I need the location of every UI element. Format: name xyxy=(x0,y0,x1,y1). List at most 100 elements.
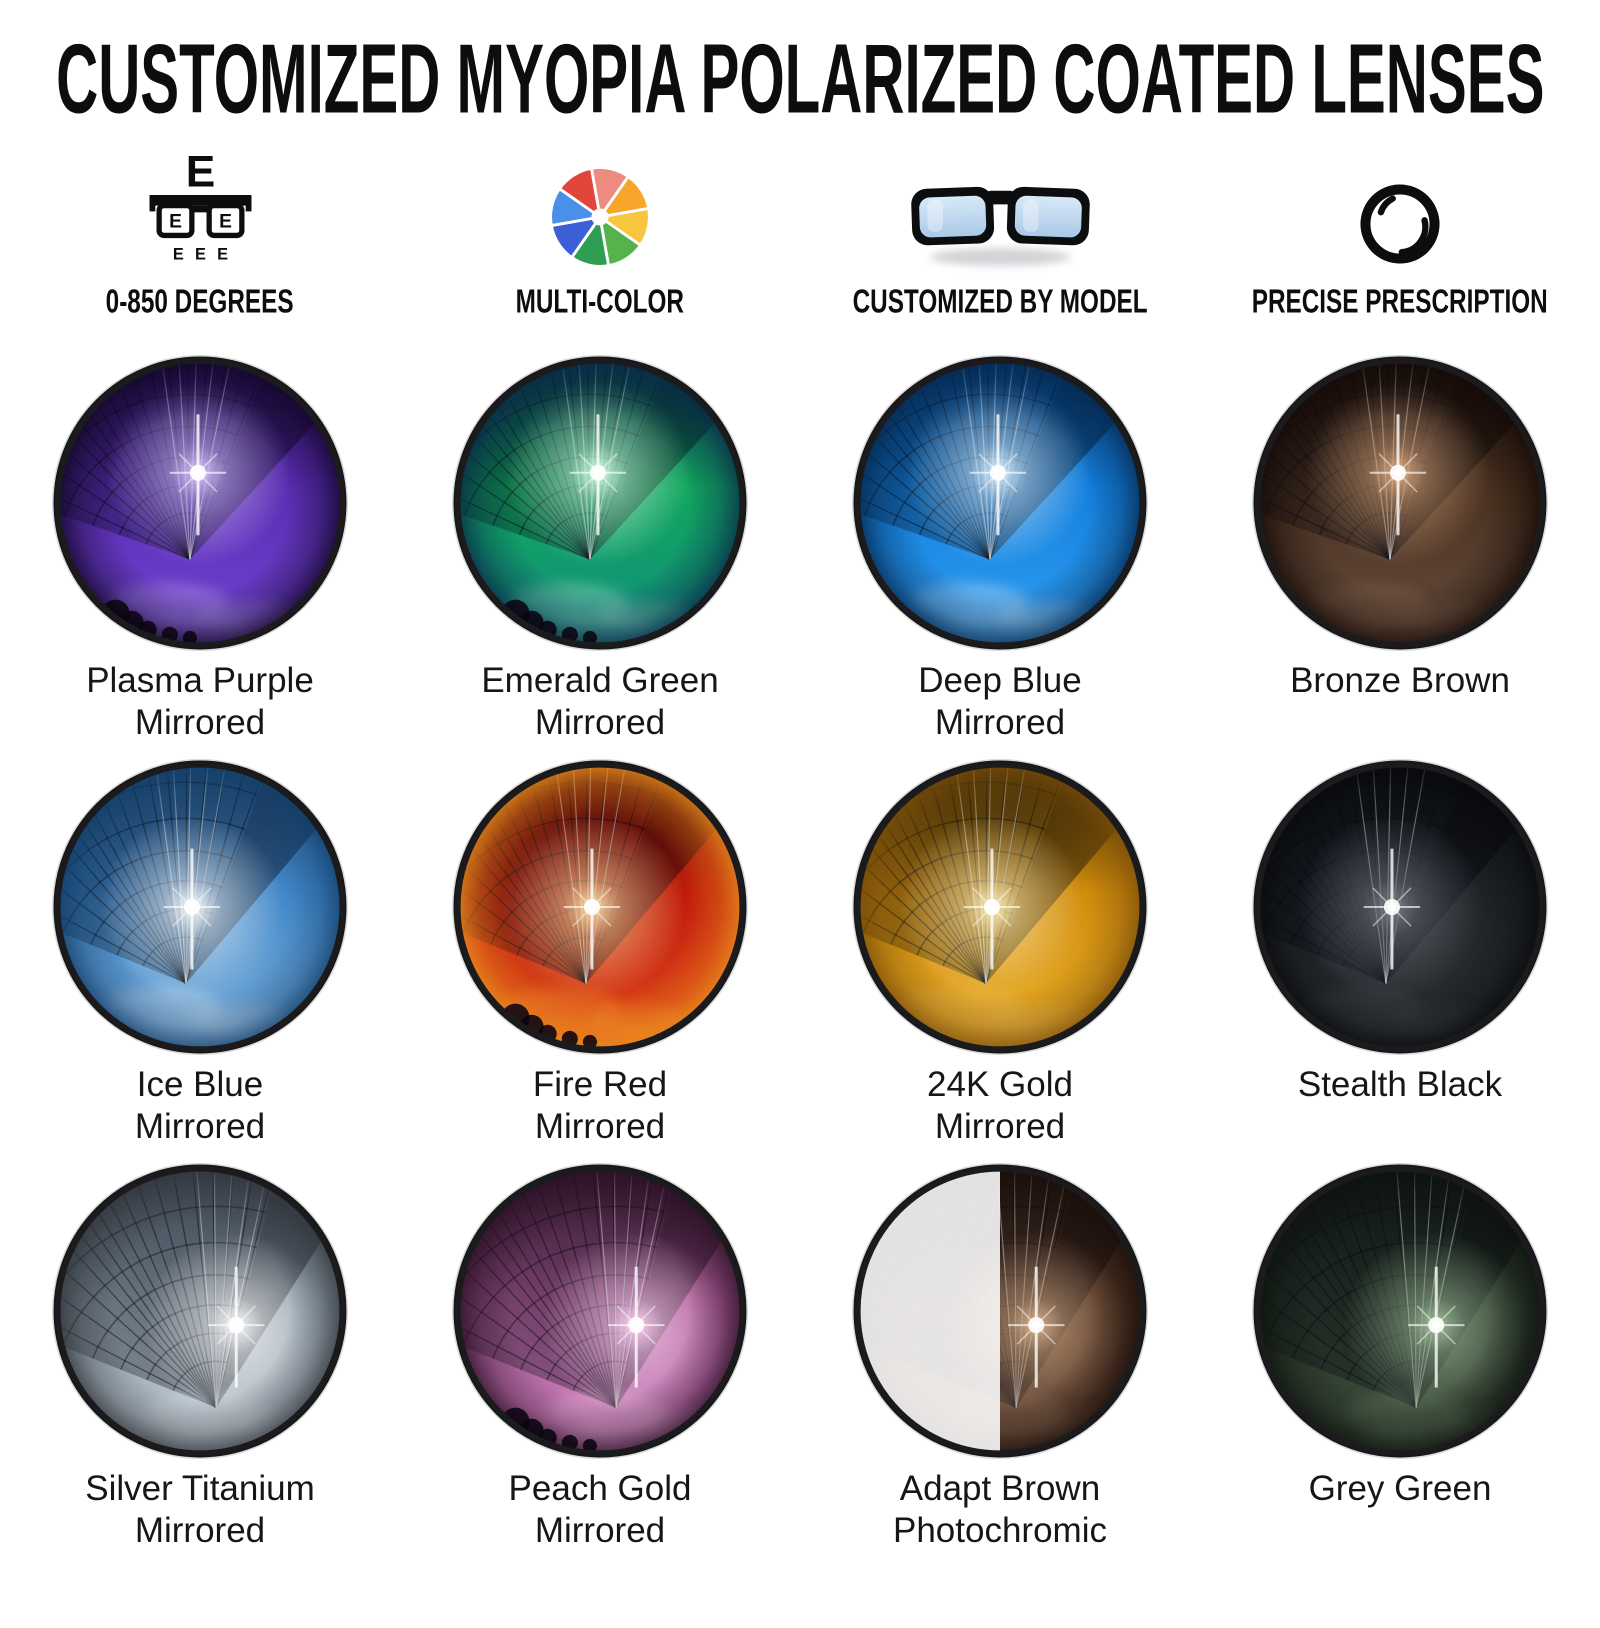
lens-image-ice-blue-mirrored xyxy=(49,756,351,1058)
lens-name-line: Deep Blue xyxy=(918,661,1082,700)
sunglasses-icon xyxy=(910,186,1090,266)
lens-cell-plasma-purple-mirrored: Plasma Purple Mirrored xyxy=(0,352,400,756)
lens-image-deep-blue-mirrored xyxy=(849,352,1151,654)
lens-name-line: Mirrored xyxy=(534,1107,666,1146)
lens-name-line: 24K Gold xyxy=(927,1065,1073,1104)
lens-name-line: Plasma Purple xyxy=(86,661,314,700)
lens-photo xyxy=(452,355,748,651)
lens-cell-stealth-black: Stealth Black xyxy=(1200,756,1600,1160)
lens-name-line: Photochromic xyxy=(893,1511,1107,1550)
lens-name: Fire Red Mirrored xyxy=(533,1064,667,1148)
lens-name: Deep Blue Mirrored xyxy=(918,660,1081,744)
svg-text:E: E xyxy=(195,245,206,263)
page-title: CUSTOMIZED MYOPIA POLARIZED COATED LENSE… xyxy=(0,28,1600,130)
feature-customized-by-model: CUSTOMIZED BY MODEL xyxy=(800,140,1200,324)
lens-photo xyxy=(1252,1163,1548,1459)
feature-0-850-degrees: E E E E E E 0-850 DEGREES xyxy=(0,140,400,324)
page-title-text: CUSTOMIZED MYOPIA POLARIZED COATED LENSE… xyxy=(55,23,1545,134)
lens-name: 24K Gold Mirrored xyxy=(927,1064,1073,1148)
lens-photo xyxy=(852,759,1148,1055)
lens-cell-silver-titanium-mirrored: Silver Titanium Mirrored xyxy=(0,1160,400,1564)
lens-name-line: Mirrored xyxy=(134,1107,266,1146)
lens-photo xyxy=(852,355,1148,651)
feature-label-text: CUSTOMIZED BY MODEL xyxy=(852,281,1148,320)
lens-image-plasma-purple-mirrored xyxy=(49,352,351,654)
lens-name-line: Stealth Black xyxy=(1297,1065,1503,1104)
lens-cell-emerald-green-mirrored: Emerald Green Mirrored xyxy=(400,352,800,756)
sunglasses-icon-box xyxy=(898,140,1103,274)
lens-cell-fire-red-mirrored: Fire Red Mirrored xyxy=(400,756,800,1160)
feature-label: CUSTOMIZED BY MODEL xyxy=(806,281,1194,324)
product-infographic: CUSTOMIZED MYOPIA POLARIZED COATED LENSE… xyxy=(0,28,1600,1628)
lens-name: Plasma Purple Mirrored xyxy=(86,660,314,744)
lens-name-line: Adapt Brown xyxy=(899,1469,1101,1508)
lens-name: Peach Gold Mirrored xyxy=(509,1468,692,1552)
lens-photo xyxy=(452,759,748,1055)
lens-photo xyxy=(52,1163,348,1459)
prescription-lens-icon-box xyxy=(1350,140,1450,274)
photochromic-clear-half xyxy=(857,1168,1000,1454)
lens-name-line: Mirrored xyxy=(534,703,666,742)
lens-cell-peach-gold-mirrored: Peach Gold Mirrored xyxy=(400,1160,800,1564)
lens-photo xyxy=(452,1163,748,1459)
lens-name: Ice Blue Mirrored xyxy=(135,1064,265,1148)
feature-label-text: PRECISE PRESCRIPTION xyxy=(1252,281,1548,320)
svg-text:E: E xyxy=(219,212,232,233)
lens-image-adapt-brown-photochromic xyxy=(849,1160,1151,1462)
lens-name-line: Mirrored xyxy=(934,703,1066,742)
feature-multi-color: MULTI-COLOR xyxy=(400,140,800,324)
lens-image-silver-titanium-mirrored xyxy=(49,1160,351,1462)
lens-image-peach-gold-mirrored xyxy=(449,1160,751,1462)
lens-cell-ice-blue-mirrored: Ice Blue Mirrored xyxy=(0,756,400,1160)
lens-name-line: Mirrored xyxy=(534,1511,666,1550)
svg-text:E: E xyxy=(217,245,228,263)
lens-name-line: Emerald Green xyxy=(481,661,719,700)
lens-name: Adapt Brown Photochromic xyxy=(893,1468,1107,1552)
color-wheel-icon xyxy=(549,166,651,268)
lens-name-line: Bronze Brown xyxy=(1290,661,1510,700)
lens-image-bronze-brown xyxy=(1249,352,1551,654)
lens-photo xyxy=(1252,355,1548,651)
prescription-lens-icon xyxy=(1360,184,1440,264)
lens-photo xyxy=(1252,759,1548,1055)
lens-image-emerald-green-mirrored xyxy=(449,352,751,654)
lens-photo xyxy=(52,355,348,651)
lens-cell-deep-blue-mirrored: Deep Blue Mirrored xyxy=(800,352,1200,756)
svg-text:E: E xyxy=(172,245,183,263)
svg-text:E: E xyxy=(169,212,182,233)
lens-name-line: Ice Blue xyxy=(136,1065,264,1104)
lens-name-line: Mirrored xyxy=(134,703,266,742)
lens-cell-24k-gold-mirrored: 24K Gold Mirrored xyxy=(800,756,1200,1160)
feature-label: 0-850 DEGREES xyxy=(76,281,323,324)
feature-label: PRECISE PRESCRIPTION xyxy=(1205,281,1594,324)
lens-photo xyxy=(52,759,348,1055)
lens-grid: Plasma Purple Mirrored Emerald Green Mirror… xyxy=(0,352,1600,1564)
lens-image-stealth-black xyxy=(1249,756,1551,1058)
eye-chart-icon: EE EE E E xyxy=(149,147,251,263)
lens-image-fire-red-mirrored xyxy=(449,756,751,1058)
lens-cell-bronze-brown: Bronze Brown xyxy=(1200,352,1600,756)
lens-image-24k-gold-mirrored xyxy=(849,756,1151,1058)
feature-row: E E E E E E 0-850 DEGREES MULTI-COLOR CUSTOMIZED… xyxy=(0,140,1600,324)
lens-name: Bronze Brown xyxy=(1290,660,1510,702)
lens-photo xyxy=(852,1163,1148,1459)
feature-label: MULTI-COLOR xyxy=(489,281,711,324)
lens-name-line: Mirrored xyxy=(134,1511,266,1550)
lens-name: Grey Green xyxy=(1309,1468,1492,1510)
lens-cell-adapt-brown-photochromic: Adapt Brown Photochromic xyxy=(800,1160,1200,1564)
lens-name-line: Grey Green xyxy=(1308,1469,1492,1508)
lens-name-line: Fire Red xyxy=(532,1065,668,1104)
lens-name: Stealth Black xyxy=(1298,1064,1502,1106)
color-wheel-icon-box xyxy=(543,140,657,274)
lens-name-line: Peach Gold xyxy=(508,1469,692,1508)
feature-label-text: 0-850 DEGREES xyxy=(106,281,294,320)
lens-name: Emerald Green Mirrored xyxy=(481,660,718,744)
lens-cell-grey-green: Grey Green xyxy=(1200,1160,1600,1564)
lens-image-grey-green xyxy=(1249,1160,1551,1462)
feature-precise-prescription: PRECISE PRESCRIPTION xyxy=(1200,140,1600,324)
lens-name-line: Mirrored xyxy=(934,1107,1066,1146)
lens-name: Silver Titanium Mirrored xyxy=(85,1468,315,1552)
svg-text:E: E xyxy=(185,147,215,196)
feature-label-text: MULTI-COLOR xyxy=(515,281,685,320)
